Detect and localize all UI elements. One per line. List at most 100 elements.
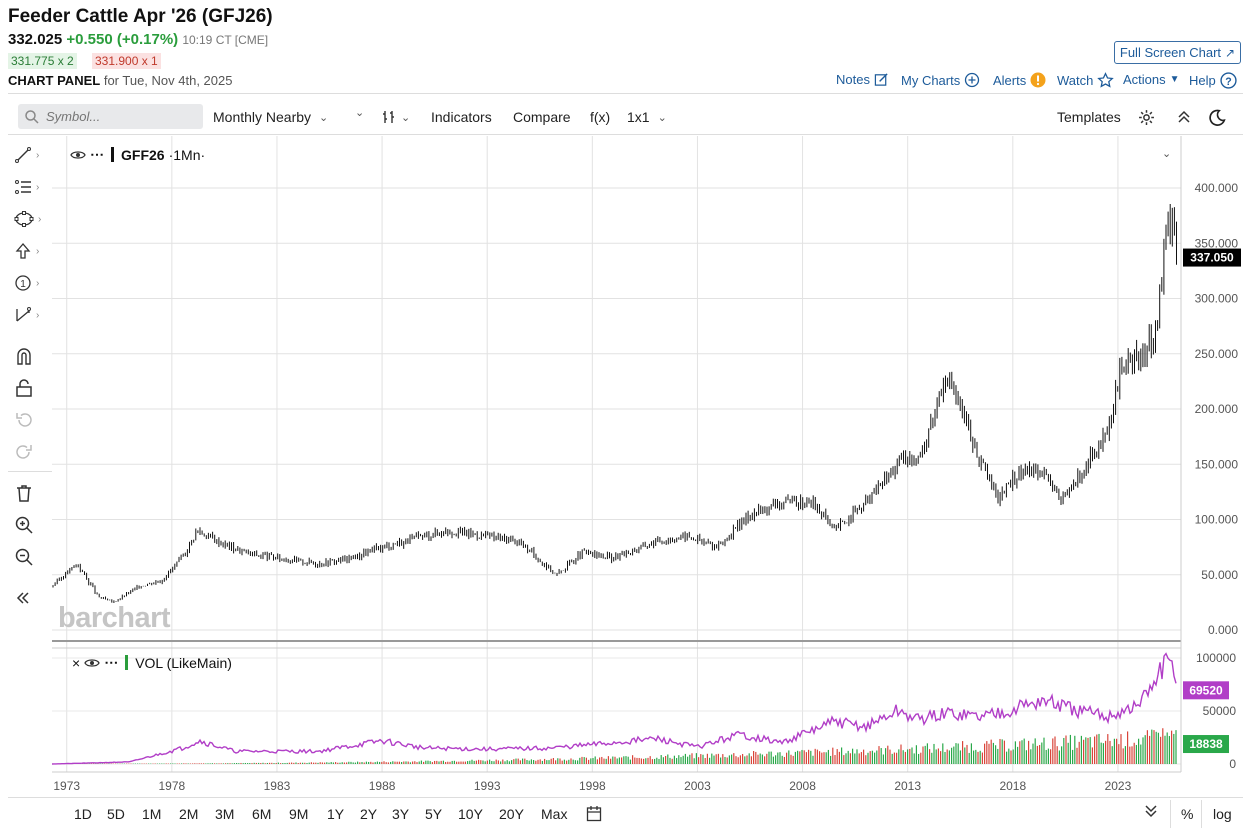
zoom-out-button[interactable] xyxy=(14,544,48,570)
range-button-3m[interactable]: 3M xyxy=(215,806,235,822)
range-button-10y[interactable]: 10Y xyxy=(458,806,483,822)
symbol-input[interactable] xyxy=(44,108,198,125)
price-axis-label: 400.000 xyxy=(1195,181,1239,195)
fib-icon xyxy=(15,180,31,194)
series-color-swatch xyxy=(111,147,114,162)
marker-tool[interactable]: 1 › xyxy=(14,270,48,296)
chart-options-dropdown[interactable]: ⌄ xyxy=(355,106,364,119)
redo-button[interactable] xyxy=(14,439,48,465)
lock-tool[interactable] xyxy=(14,375,48,401)
compare-button[interactable]: Compare xyxy=(513,109,571,125)
percent-toggle[interactable]: % xyxy=(1181,806,1194,822)
delete-drawings-button[interactable] xyxy=(14,480,48,506)
range-button-20y[interactable]: 20Y xyxy=(499,806,524,822)
symbol-search[interactable] xyxy=(18,104,203,129)
time-axis-label: 1998 xyxy=(579,779,606,793)
range-separator xyxy=(1201,800,1202,828)
collapse-toolbar-button[interactable] xyxy=(14,585,48,611)
undo-button[interactable] xyxy=(14,407,48,433)
help-link[interactable]: Help ? xyxy=(1189,72,1237,89)
indicators-button[interactable]: Indicators xyxy=(431,109,492,125)
time-axis-label: 1988 xyxy=(369,779,396,793)
arrow-tool[interactable]: › xyxy=(14,238,48,264)
double-chevron-up-icon xyxy=(1178,110,1190,123)
range-button-3y[interactable]: 3Y xyxy=(392,806,410,822)
quote-line: 332.025 +0.550 (+0.17%) 10:19 CT [CME] xyxy=(8,31,268,48)
close-icon[interactable]: × xyxy=(72,654,81,671)
main-symbol: GFF26 xyxy=(121,146,165,163)
my-charts-link[interactable]: My Charts xyxy=(901,72,980,88)
layout-dropdown[interactable]: 1x1 ⌄ xyxy=(627,109,667,125)
full-screen-chart-button[interactable]: Full Screen Chart ↗ xyxy=(1114,41,1241,64)
fib-tool[interactable]: › xyxy=(14,174,48,200)
more-options-icon[interactable]: ⋯ xyxy=(90,146,104,162)
chart-panel-label: CHART PANEL for Tue, Nov 4th, 2025 xyxy=(8,73,232,88)
log-toggle[interactable]: log xyxy=(1213,806,1232,822)
range-button-9m[interactable]: 9M xyxy=(289,806,309,822)
price-axis-label: 250.000 xyxy=(1195,347,1239,361)
trash-icon xyxy=(17,485,31,502)
panel-date: for Tue, Nov 4th, 2025 xyxy=(103,73,233,88)
star-icon xyxy=(1097,72,1115,88)
help-label: Help xyxy=(1189,73,1216,88)
eye-icon[interactable] xyxy=(84,657,100,669)
volume-legend: × ⋯ VOL (LikeMain) xyxy=(72,654,232,671)
scroll-down-button[interactable] xyxy=(1144,803,1158,824)
last-price: 332.025 xyxy=(8,31,63,48)
time-axis-label: 2008 xyxy=(789,779,816,793)
gear-icon xyxy=(1139,110,1154,125)
range-button-6m[interactable]: 6M xyxy=(252,806,272,822)
range-button-5y[interactable]: 5Y xyxy=(425,806,443,822)
alerts-link[interactable]: Alerts xyxy=(993,72,1046,88)
range-button-max[interactable]: Max xyxy=(541,806,568,822)
range-button-2m[interactable]: 2M xyxy=(179,806,199,822)
actions-menu[interactable]: Actions ▼ xyxy=(1123,72,1180,87)
full-screen-label: Full Screen Chart xyxy=(1119,45,1222,60)
bar-type-dropdown[interactable]: ⌄ xyxy=(381,109,410,125)
date-picker-button[interactable] xyxy=(586,805,602,827)
bar-type-icon xyxy=(383,111,394,123)
price-axis-label: 100.000 xyxy=(1195,513,1239,527)
measure-tool[interactable]: › xyxy=(14,302,48,328)
calendar-icon xyxy=(586,806,602,822)
more-options-icon[interactable]: ⋯ xyxy=(104,654,119,670)
watch-link[interactable]: Watch xyxy=(1057,72,1115,89)
open-interest-tag-label: 69520 xyxy=(1189,683,1223,697)
external-arrow-icon: ↗ xyxy=(1225,45,1236,60)
range-button-1m[interactable]: 1M xyxy=(142,806,162,822)
function-button[interactable]: f(x) xyxy=(590,109,611,125)
bid-badge: 331.775 x 2 xyxy=(8,53,77,69)
chevron-down-icon: ⌄ xyxy=(355,107,365,119)
range-button-2y[interactable]: 2Y xyxy=(360,806,378,822)
alert-icon xyxy=(1030,72,1046,88)
dark-mode-toggle[interactable] xyxy=(1208,109,1226,127)
expand-button[interactable] xyxy=(1176,109,1192,125)
price-axis-label: 300.000 xyxy=(1195,292,1239,306)
time-axis-label: 1973 xyxy=(53,779,80,793)
range-button-1y[interactable]: 1Y xyxy=(327,806,345,822)
shape-tool[interactable]: › xyxy=(14,206,48,232)
caret-right-icon: › xyxy=(36,309,40,321)
arrow-up-icon xyxy=(15,243,31,259)
volume-axis-label: 100000 xyxy=(1196,651,1236,665)
volume-color-swatch xyxy=(125,655,129,670)
svg-text:1: 1 xyxy=(20,279,26,290)
legend-collapse-chevron[interactable]: ⌄ xyxy=(1162,147,1171,160)
settings-button[interactable] xyxy=(1138,109,1155,126)
zoom-in-button[interactable] xyxy=(14,512,48,538)
magnet-tool[interactable] xyxy=(14,343,48,369)
period-dropdown[interactable]: Monthly Nearby ⌄ xyxy=(213,109,328,125)
templates-button[interactable]: Templates xyxy=(1057,109,1121,125)
eye-icon[interactable] xyxy=(70,149,86,161)
volume-axis-label: 50000 xyxy=(1203,704,1237,718)
range-button-5d[interactable]: 5D xyxy=(107,806,125,822)
time-axis-label: 1978 xyxy=(158,779,185,793)
trendline-tool[interactable]: › xyxy=(14,142,48,168)
price-axis-label: 0.000 xyxy=(1208,623,1238,637)
notes-link[interactable]: Notes xyxy=(836,72,889,87)
volume-tag-label: 18838 xyxy=(1189,737,1223,751)
range-button-1d[interactable]: 1D xyxy=(74,806,92,822)
shape-icon xyxy=(14,211,34,227)
magnet-icon xyxy=(17,348,31,365)
